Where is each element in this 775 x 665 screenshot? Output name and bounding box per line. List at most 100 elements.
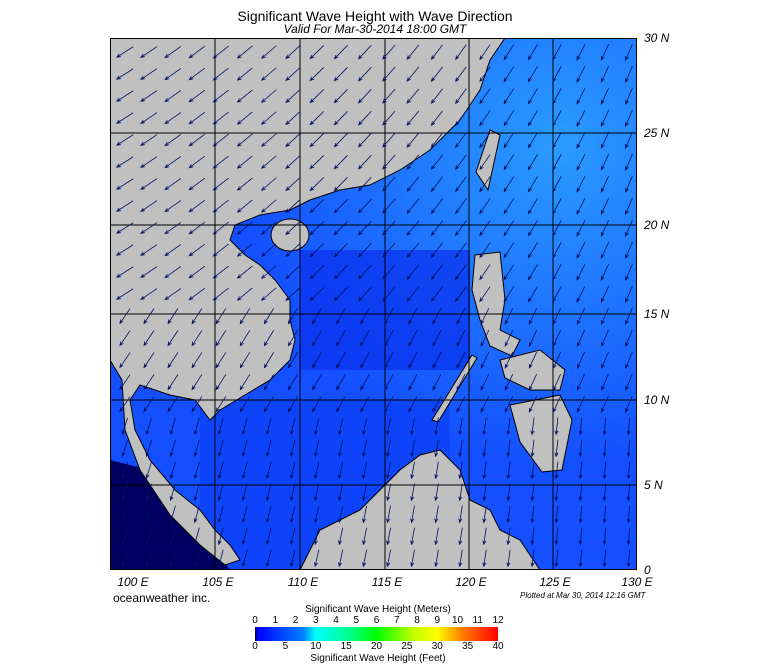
wave-direction-arrow	[552, 286, 562, 303]
wave-direction-arrow	[386, 483, 391, 502]
wave-direction-arrow	[121, 417, 128, 436]
wave-direction-arrow	[336, 374, 346, 391]
wave-direction-arrow	[115, 46, 134, 58]
map-frame	[110, 38, 637, 570]
wave-direction-arrow	[285, 243, 301, 258]
wave-direction-arrow	[406, 132, 420, 148]
wave-direction-arrow	[143, 374, 155, 391]
wave-direction-arrow	[577, 307, 585, 325]
wave-direction-arrow	[382, 242, 396, 258]
wave-direction-arrow	[458, 483, 463, 502]
wave-direction-arrow	[121, 439, 128, 458]
wave-direction-arrow	[312, 308, 322, 325]
wave-direction-arrow	[217, 505, 224, 524]
wave-direction-arrow	[191, 330, 203, 347]
wave-direction-arrow	[408, 374, 418, 391]
wave-direction-arrow	[504, 307, 514, 325]
wave-direction-arrow	[360, 308, 370, 325]
wave-direction-arrow	[530, 417, 535, 436]
wave-direction-arrow	[312, 396, 322, 413]
wave-direction-arrow	[578, 439, 583, 458]
wave-direction-arrow	[241, 461, 248, 480]
wave-direction-arrow	[309, 177, 325, 192]
wave-direction-arrow	[576, 87, 586, 105]
wave-direction-arrow	[432, 329, 442, 347]
wave-direction-arrow	[625, 373, 633, 391]
wave-direction-arrow	[215, 396, 227, 413]
wave-direction-arrow	[309, 133, 325, 148]
wave-direction-arrow	[430, 242, 443, 259]
wave-direction-arrow	[115, 266, 134, 278]
wave-direction-arrow	[236, 45, 253, 59]
wave-direction-arrow	[164, 90, 182, 103]
wave-direction-arrow	[188, 199, 205, 213]
wave-direction-arrow	[333, 133, 348, 148]
wave-direction-arrow	[289, 549, 296, 568]
wave-direction-arrow	[386, 461, 391, 480]
wave-direction-arrow	[479, 66, 491, 83]
wave-direction-arrow	[357, 264, 372, 280]
feet-tick: 30	[431, 641, 443, 652]
wave-direction-arrow	[601, 351, 609, 369]
wave-direction-arrow	[289, 527, 296, 546]
wave-direction-arrow	[261, 221, 277, 235]
wave-direction-arrow	[552, 264, 562, 281]
wave-direction-arrow	[261, 133, 277, 147]
wave-direction-arrow	[285, 265, 301, 280]
wave-direction-arrow	[338, 549, 344, 568]
wave-direction-arrow	[576, 219, 586, 237]
wave-direction-arrow	[626, 549, 631, 568]
wave-direction-arrow	[578, 549, 583, 568]
wave-direction-arrow	[410, 417, 415, 436]
wave-direction-arrow	[602, 505, 607, 524]
wave-direction-arrow	[456, 307, 466, 325]
wave-direction-arrow	[333, 67, 348, 82]
wave-direction-arrow	[602, 461, 607, 480]
wave-direction-arrow	[482, 439, 487, 458]
wave-direction-arrow	[362, 483, 368, 502]
wave-direction-arrow	[263, 308, 274, 325]
wave-direction-arrow	[406, 176, 420, 192]
lon-label: 110 E	[287, 575, 319, 589]
wave-direction-arrow	[455, 242, 467, 259]
wave-direction-arrow	[600, 87, 610, 105]
wave-direction-arrow	[625, 241, 633, 259]
meter-tick: 9	[434, 615, 441, 626]
wave-direction-arrow	[357, 242, 372, 258]
wave-direction-arrow	[552, 66, 562, 83]
wave-direction-arrow	[169, 483, 176, 502]
wave-direction-arrow	[261, 111, 277, 125]
wave-direction-arrow	[217, 527, 224, 546]
wave-direction-arrow	[626, 505, 631, 524]
wave-direction-arrow	[430, 154, 443, 171]
wave-direction-arrow	[336, 308, 346, 325]
wave-direction-arrow	[362, 527, 368, 546]
wave-direction-arrow	[309, 265, 325, 280]
wave-direction-arrow	[503, 44, 515, 61]
wave-direction-arrow	[265, 439, 272, 458]
wave-direction-arrow	[312, 374, 322, 391]
wave-direction-arrow	[552, 395, 561, 413]
wave-direction-arrow	[482, 505, 487, 524]
wave-direction-arrow	[625, 285, 633, 303]
wave-direction-arrow	[140, 156, 158, 169]
wave-direction-arrow	[530, 439, 535, 458]
wave-direction-arrow	[115, 200, 134, 212]
map-title: Significant Wave Height with Wave Direct…	[237, 8, 513, 24]
wave-direction-arrow	[480, 373, 490, 391]
wave-direction-arrow	[140, 266, 158, 279]
wave-direction-arrow	[119, 374, 131, 391]
wave-direction-arrow	[503, 198, 515, 215]
wave-direction-arrow	[285, 221, 301, 236]
wave-direction-arrow	[193, 461, 200, 480]
wave-direction-arrow	[314, 439, 320, 458]
wave-direction-arrow	[577, 351, 585, 369]
wave-direction-arrow	[434, 527, 439, 546]
lon-label: 105 E	[202, 575, 234, 589]
wave-direction-arrow	[601, 395, 609, 413]
wave-direction-arrow	[145, 483, 152, 502]
wave-direction-arrow	[458, 439, 463, 458]
wave-direction-arrow	[239, 374, 251, 391]
wave-direction-arrow	[362, 461, 368, 480]
wave-direction-arrow	[527, 220, 538, 237]
